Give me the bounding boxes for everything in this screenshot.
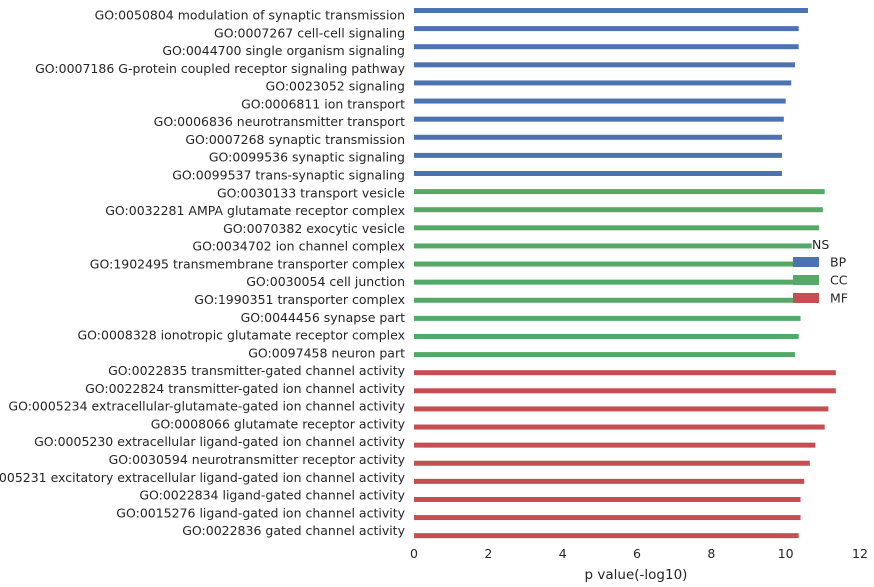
bar-cc-9 (414, 352, 795, 358)
bars-group (414, 8, 836, 539)
bar-cc-7 (414, 315, 801, 321)
x-tick-label: 6 (633, 546, 641, 561)
category-label: GO:0099536 synaptic signaling (209, 150, 405, 165)
bar-bp-1 (414, 26, 799, 32)
legend: NS BP CC MF (793, 237, 848, 306)
bar-mf-2 (414, 406, 829, 412)
legend-swatch-mf (793, 293, 819, 303)
x-axis-title: p value(-log10) (585, 567, 688, 583)
bar-mf-6 (414, 478, 805, 484)
category-labels-group: GO:0050804 modulation of synaptic transm… (0, 8, 406, 539)
category-label: GO:0030054 cell junction (246, 274, 405, 289)
bar-cc-4 (414, 261, 808, 267)
category-label: GO:0023052 signaling (266, 79, 405, 94)
bar-mf-7 (414, 496, 801, 502)
category-label: GO:0030594 neurotransmitter receptor act… (109, 452, 406, 467)
bar-cc-1 (414, 207, 823, 213)
category-label: GO:0032281 AMPA glutamate receptor compl… (105, 203, 405, 218)
category-label: GO:0022835 transmitter-gated channel act… (108, 363, 405, 378)
category-label: GO:0005231 excitatory extracellular liga… (0, 470, 406, 485)
bar-bp-0 (414, 8, 808, 13)
category-label: GO:0006836 neurotransmitter transport (154, 114, 405, 129)
category-label: GO:0022824 transmitter-gated ion channel… (85, 381, 406, 396)
category-label: GO:1990351 transporter complex (194, 292, 405, 307)
bar-bp-8 (414, 152, 782, 158)
category-label: GO:0015276 ligand-gated ion channel acti… (116, 505, 405, 520)
bar-bp-2 (414, 44, 799, 50)
bar-mf-1 (414, 388, 836, 394)
category-label: GO:0007267 cell-cell signaling (214, 25, 405, 40)
bar-mf-9 (414, 533, 799, 539)
category-label: GO:0070382 exocytic vesicle (223, 221, 405, 236)
category-label: GO:0044456 synapse part (241, 310, 405, 325)
x-tick-label: 2 (484, 546, 492, 561)
category-label: GO:0007186 G-protein coupled receptor si… (35, 61, 406, 76)
x-tick-label: 4 (559, 546, 567, 561)
category-label: GO:0008066 glutamate receptor activity (151, 416, 406, 431)
category-label: GO:0034702 ion channel complex (192, 239, 405, 254)
bar-bp-4 (414, 80, 792, 86)
category-label: GO:0008328 ionotropic glutamate receptor… (78, 328, 406, 343)
category-label: GO:0099537 trans-synaptic signaling (172, 168, 405, 183)
category-label: GO:0007268 synaptic transmission (185, 132, 405, 147)
bar-mf-0 (414, 370, 836, 376)
bar-cc-3 (414, 243, 812, 249)
category-label: GO:0006811 ion transport (241, 96, 405, 111)
x-axis-ticks-group: 0 2 4 6 8 10 12 (410, 546, 868, 561)
x-tick-label: 8 (707, 546, 715, 561)
legend-label-cc: CC (830, 273, 848, 288)
category-label: GO:0044700 single organism signaling (162, 43, 405, 58)
category-label: GO:0030133 transport vesicle (217, 185, 405, 200)
bar-cc-5 (414, 279, 807, 285)
category-label: GO:0097458 neuron part (248, 345, 405, 360)
bar-bp-3 (414, 62, 795, 68)
legend-label-bp: BP (830, 255, 847, 270)
category-label: GO:0022834 ligand-gated channel activity (139, 488, 405, 503)
bar-mf-4 (414, 442, 816, 448)
bar-bp-9 (414, 170, 782, 176)
bar-cc-8 (414, 333, 799, 339)
bar-mf-8 (414, 515, 801, 521)
bar-bp-6 (414, 116, 784, 122)
legend-swatch-bp (793, 257, 819, 267)
category-label: GO:0005234 extracellular-glutamate-gated… (8, 399, 405, 414)
x-tick-label: 10 (778, 546, 794, 561)
category-label: GO:0005230 extracellular ligand-gated io… (34, 434, 406, 449)
legend-title: NS (812, 237, 829, 252)
bar-bp-7 (414, 134, 782, 140)
category-label: GO:0022836 gated channel activity (182, 523, 405, 538)
bar-cc-2 (414, 225, 820, 231)
category-label: GO:0050804 modulation of synaptic transm… (95, 8, 405, 23)
bar-cc-6 (414, 297, 807, 303)
bar-mf-5 (414, 460, 810, 466)
category-label: GO:1902495 transmembrane transporter com… (90, 256, 405, 271)
legend-label-mf: MF (830, 291, 848, 306)
bar-cc-0 (414, 189, 825, 195)
x-tick-label: 0 (410, 546, 418, 561)
bar-bp-5 (414, 98, 786, 104)
x-tick-label: 12 (852, 546, 868, 561)
legend-swatch-cc (793, 275, 819, 285)
bar-mf-3 (414, 424, 825, 430)
